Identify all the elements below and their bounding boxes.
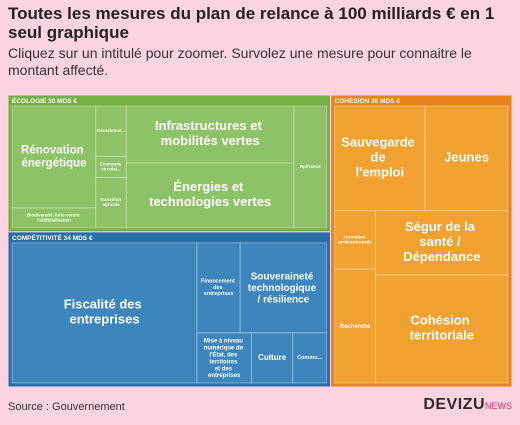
leaf-label: Décarbonat... <box>97 128 126 133</box>
group-value-label: 34 MDS € <box>64 235 93 242</box>
leaf <box>293 105 328 229</box>
leaf-label: Fiscalité des entreprises <box>64 297 146 327</box>
leaf-label: Transition agricole <box>100 197 123 207</box>
leaf <box>292 332 328 384</box>
group-name: COMPÉTITIVITÉ <box>12 233 63 242</box>
leaf-label: Culture <box>258 353 287 362</box>
leaf-label: Sauvegarde de l'emploi <box>341 135 418 180</box>
leaf <box>375 274 509 384</box>
group-label: ÉCOLOGIE 30 MDS € <box>12 96 77 105</box>
leaf <box>334 210 377 270</box>
chart-title: Toutes les mesures du plan de relance à … <box>8 4 495 42</box>
leaf-label: Souveraineté technologique / résilience <box>248 271 319 305</box>
leaf-label: Rénovation énergétique <box>21 144 87 169</box>
group-label: COMPÉTITIVITÉ 34 MDS € <box>12 233 93 242</box>
leaf-label: Cohésion territoriale <box>410 313 474 343</box>
group-name: COHÉSION <box>335 96 370 105</box>
group-value-label: 36 MDS € <box>371 98 400 105</box>
leaf <box>375 210 509 276</box>
logo: DEVIZUNEWS <box>423 396 512 414</box>
leaf-label: Recherche <box>340 324 371 330</box>
leaf <box>334 105 426 212</box>
leaf <box>125 162 295 229</box>
leaf <box>334 268 377 384</box>
leaf <box>196 242 241 334</box>
leaf-label: Ségur de la santé / Dépendance <box>403 219 480 264</box>
leaf-label: Formation professionnelle <box>338 235 372 245</box>
brand-suffix: NEWS <box>485 401 512 411</box>
group-name: ÉCOLOGIE <box>12 96 47 105</box>
group-value-label: 30 MDS € <box>48 98 77 105</box>
leaf <box>239 242 328 334</box>
leaf <box>11 242 198 384</box>
group-label: COHÉSION 36 MDS € <box>335 96 401 105</box>
leaf-label: Financement des entreprises <box>201 279 236 298</box>
leaf-label: Mise à niveau numérique de l'État, des t… <box>204 338 245 379</box>
leaf-label: Biodiversité, lutte contre l'artificiali… <box>27 213 81 223</box>
leaf-label: Infrastructures et mobilités vertes <box>155 119 266 149</box>
leaf-label: Bpifrance <box>300 164 321 169</box>
brand: DEVIZU <box>423 396 485 413</box>
leaf-label: Commu... <box>297 355 323 361</box>
leaf-label: Énergies et technologies vertes <box>149 179 271 209</box>
leaf-label: Jeunes <box>444 150 489 165</box>
leaf-label: Économie circulai... <box>100 160 123 172</box>
chart-subtitle: Cliquez sur un intitulé pour zoomer. Sur… <box>8 45 472 78</box>
leaf <box>424 105 509 212</box>
source: Source : Gouvernement <box>8 401 125 413</box>
